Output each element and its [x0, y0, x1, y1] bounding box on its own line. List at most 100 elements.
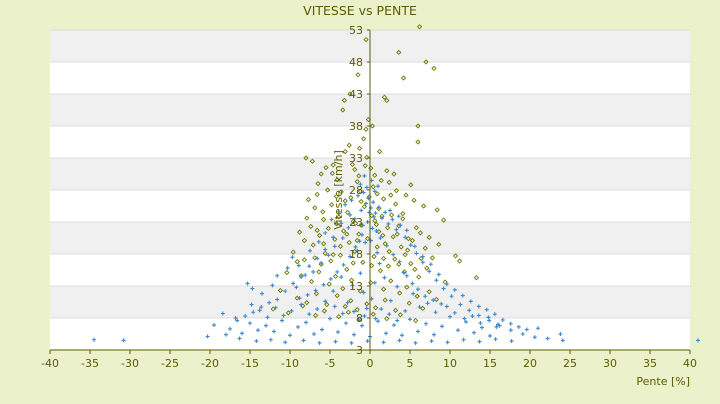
data-point: [308, 248, 312, 253]
data-point: [403, 308, 408, 313]
data-point: [378, 177, 384, 184]
data-point: [323, 230, 328, 235]
x-tick-label: -40: [41, 357, 59, 370]
data-point: [356, 145, 363, 152]
data-point: [301, 237, 308, 244]
data-point: [331, 235, 336, 240]
data-point: [392, 256, 398, 262]
data-point: [376, 205, 381, 210]
data-point: [377, 261, 382, 266]
data-point: [283, 289, 288, 294]
data-point: [403, 192, 409, 198]
data-point: [412, 244, 417, 249]
data-point: [285, 310, 292, 316]
series-1: [92, 173, 700, 345]
data-point: [408, 243, 413, 248]
data-point: [121, 338, 126, 343]
data-point: [404, 273, 409, 278]
data-point: [346, 239, 352, 246]
data-point: [329, 170, 336, 176]
data-point: [415, 139, 421, 145]
data-point: [257, 308, 262, 313]
data-point: [402, 252, 408, 258]
data-point: [359, 208, 364, 213]
data-point: [408, 317, 412, 322]
data-point: [404, 284, 410, 290]
data-point: [371, 253, 377, 260]
data-point: [452, 287, 457, 292]
data-point: [477, 339, 482, 344]
data-point: [439, 301, 444, 306]
data-point: [500, 317, 505, 322]
data-point: [388, 212, 395, 218]
x-tick-label: 30: [603, 357, 617, 370]
data-point: [444, 282, 449, 287]
data-point: [488, 333, 492, 338]
data-point: [436, 241, 442, 248]
data-point: [305, 196, 312, 203]
x-tick-label: 10: [443, 357, 457, 370]
data-point: [392, 201, 399, 207]
data-point: [396, 290, 403, 296]
data-point: [434, 207, 440, 213]
data-point: [376, 184, 380, 189]
x-tick-label: 5: [407, 357, 414, 370]
data-point: [390, 234, 396, 240]
data-point: [275, 273, 280, 278]
data-point: [376, 319, 380, 324]
data-point: [558, 332, 563, 336]
data-point: [460, 293, 465, 298]
data-point: [330, 252, 336, 258]
data-point: [478, 321, 483, 326]
data-point: [448, 314, 452, 319]
data-point: [356, 193, 360, 198]
data-point: [380, 286, 387, 292]
data-point: [380, 255, 387, 262]
data-point: [409, 237, 416, 244]
data-point: [334, 177, 340, 183]
data-point: [352, 220, 359, 226]
data-point: [312, 312, 319, 319]
data-point: [360, 323, 364, 328]
data-point: [304, 215, 310, 221]
data-point: [425, 301, 430, 306]
data-point: [337, 252, 344, 258]
data-point: [290, 255, 295, 260]
data-point: [319, 260, 324, 265]
data-point: [487, 318, 492, 323]
y-tick-label: 53: [349, 24, 363, 37]
data-point: [364, 185, 369, 190]
data-point: [364, 306, 369, 311]
data-point: [355, 72, 361, 78]
data-point: [301, 257, 308, 263]
data-point: [339, 221, 344, 226]
data-point: [288, 333, 292, 338]
data-point: [416, 24, 423, 30]
data-point: [368, 165, 374, 171]
data-point: [336, 214, 342, 220]
data-point: [314, 191, 320, 198]
data-point: [268, 337, 273, 342]
data-point: [363, 126, 369, 132]
data-point: [308, 278, 315, 285]
data-point: [256, 328, 260, 333]
data-point: [346, 225, 351, 230]
data-point: [386, 248, 392, 255]
data-point: [420, 203, 427, 209]
data-point: [322, 250, 328, 256]
data-point: [420, 260, 425, 265]
data-point: [427, 269, 432, 274]
data-point: [380, 216, 384, 221]
data-point: [349, 161, 356, 168]
data-point: [371, 200, 376, 205]
data-point: [296, 324, 300, 329]
x-tick-label: -25: [161, 357, 179, 370]
data-point: [384, 331, 388, 336]
data-point: [345, 309, 352, 315]
data-point: [340, 311, 345, 316]
data-point: [428, 262, 433, 267]
data-point: [270, 306, 276, 312]
data-point: [426, 289, 432, 295]
data-point: [233, 316, 238, 320]
data-point: [235, 318, 240, 323]
